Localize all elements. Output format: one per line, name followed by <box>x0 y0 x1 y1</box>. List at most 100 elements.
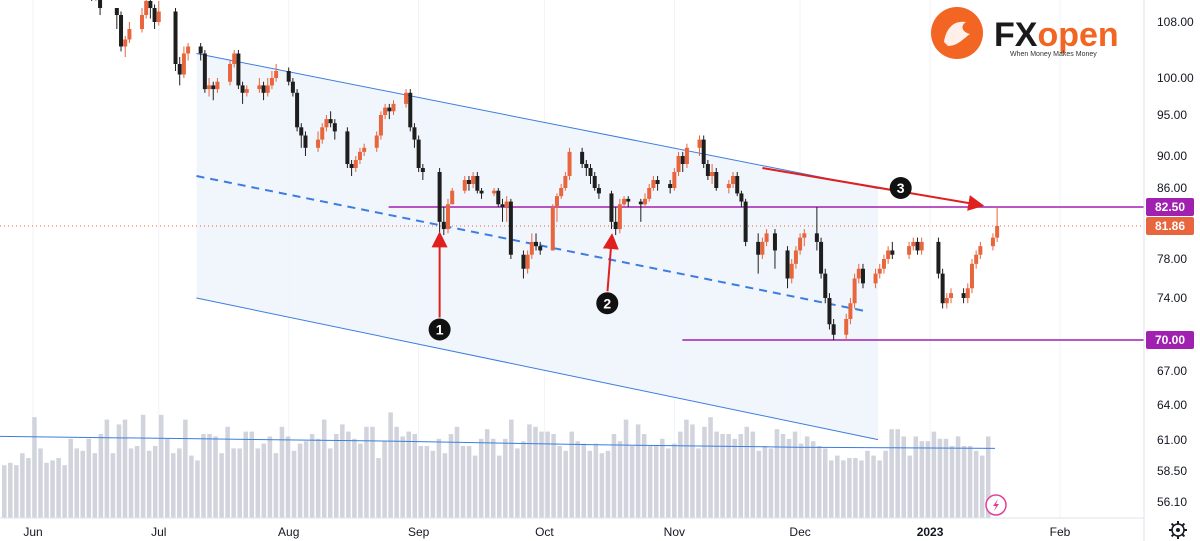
candle-body <box>538 246 543 251</box>
candle-body <box>123 39 128 47</box>
candle-body <box>127 29 132 40</box>
volume-bar <box>334 434 339 518</box>
y-tick-label: 64.00 <box>1157 398 1187 412</box>
volume-bar <box>985 436 991 518</box>
candle-body <box>119 15 124 47</box>
volume-bar <box>690 424 695 518</box>
volume-bar <box>279 426 285 518</box>
badge-layer: 82.50 81.86 70.00 <box>1146 198 1194 349</box>
candle-body <box>919 241 924 251</box>
candle-body <box>420 168 425 172</box>
volume-bar <box>919 441 925 518</box>
price-badge-label: 70.00 <box>1155 333 1185 347</box>
volume-bar <box>466 446 472 518</box>
volume-bar <box>847 458 852 518</box>
candle-body <box>181 53 186 75</box>
candle-body <box>814 233 819 242</box>
volume-bar <box>261 443 267 518</box>
candle-body <box>98 0 103 8</box>
candle-body <box>261 85 266 93</box>
candle-body <box>408 92 413 128</box>
volume-bar <box>714 431 719 518</box>
candle-body <box>554 196 559 207</box>
settings-gear-icon[interactable] <box>1169 521 1187 539</box>
volume-bar <box>358 443 363 518</box>
channel-upper-line <box>196 53 879 189</box>
candle-body <box>680 156 685 164</box>
volume-bar <box>376 458 381 518</box>
candle-body <box>303 135 308 148</box>
candle-layer <box>91 0 1000 340</box>
volume-bar <box>152 446 158 518</box>
volume-bar <box>955 436 961 518</box>
candle-body <box>613 221 618 230</box>
candle-body <box>550 207 555 251</box>
volume-bar <box>647 446 653 518</box>
volume-bar <box>913 436 919 518</box>
candle-body <box>772 233 777 251</box>
candle-body <box>156 11 161 22</box>
volume-bar <box>201 434 206 518</box>
candle-body <box>114 8 119 15</box>
candle-body <box>265 85 270 93</box>
volume-bar <box>684 419 689 518</box>
y-tick-label: 78.00 <box>1157 252 1187 266</box>
volume-bar <box>593 443 599 518</box>
candle-body <box>534 241 539 247</box>
candle-body <box>622 198 627 205</box>
volume-bar <box>472 455 478 518</box>
annotation-marker-circle <box>428 318 451 341</box>
candle-body <box>207 85 212 90</box>
volume-bar <box>497 455 502 518</box>
volume-bar <box>98 434 104 518</box>
candle-body <box>886 250 891 259</box>
candle-body <box>647 188 652 199</box>
volume-bar <box>430 450 436 518</box>
candle-body <box>890 250 895 255</box>
candle-body <box>450 190 455 205</box>
volume-bar <box>454 426 460 518</box>
price-badge-label: 81.86 <box>1155 219 1185 233</box>
volume-bar <box>533 426 538 518</box>
volume-bar <box>436 438 442 518</box>
candle-body <box>827 298 832 325</box>
volume-bar <box>164 438 170 518</box>
candle-body <box>441 221 446 230</box>
volume-bar <box>327 448 333 518</box>
annotation-marker-circle <box>889 177 912 199</box>
volume-bar <box>762 446 768 518</box>
candle-body <box>726 184 731 188</box>
volume-bar <box>207 434 212 518</box>
candle-body <box>978 246 983 255</box>
volume-bar <box>539 431 544 518</box>
candle-body <box>705 164 710 176</box>
candle-body <box>798 237 803 251</box>
volume-bar <box>26 458 31 518</box>
candle-body <box>316 139 321 148</box>
channel-lower-line <box>196 297 879 441</box>
volume-bar <box>835 455 840 518</box>
volume-bar <box>563 450 568 518</box>
candle-body <box>819 241 824 274</box>
events-lightning-icon[interactable] <box>985 494 1007 516</box>
volume-bar <box>967 446 973 518</box>
volume-bar <box>273 453 279 518</box>
volume-bar <box>587 450 593 518</box>
candle-body <box>211 85 216 90</box>
volume-bar <box>635 424 641 518</box>
volume-bar <box>822 448 828 518</box>
volume-bar <box>92 453 98 518</box>
candle-body <box>492 190 497 194</box>
annotation-marker-label: 1 <box>436 322 444 338</box>
volume-bar <box>128 448 134 518</box>
volume-bar <box>726 434 731 518</box>
volume-bar <box>50 460 55 518</box>
volume-bar <box>62 465 67 518</box>
volume-bar <box>352 438 357 518</box>
volume-bar <box>792 431 798 518</box>
volume-bar <box>889 429 894 518</box>
candle-body <box>710 172 715 176</box>
x-tick-label: Feb <box>1050 525 1071 539</box>
candle-body <box>915 241 920 251</box>
